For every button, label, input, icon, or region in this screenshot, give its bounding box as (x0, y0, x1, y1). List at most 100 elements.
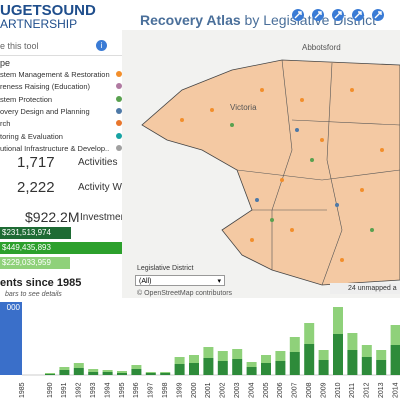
legend-label: toring & Evaluation (0, 131, 63, 141)
x-tick-label: 2011 (349, 383, 356, 398)
land (122, 30, 400, 298)
bar-segment (102, 370, 113, 372)
bar-segment (347, 333, 358, 350)
x-tick-label: 2013 (378, 382, 385, 398)
bar-segment (376, 360, 387, 375)
x-tick-label: 2007 (292, 382, 299, 398)
unmapped-indicator[interactable]: 24 unmapped a (330, 283, 400, 294)
investment-label: $231,513,974 (2, 228, 51, 237)
bar-segment (318, 350, 329, 360)
bar-segment (160, 372, 171, 373)
bar-segment (333, 334, 343, 375)
stat-label: Activity Worksites (78, 182, 157, 193)
legend-title: pe (0, 58, 11, 68)
bar-segment (189, 355, 199, 363)
legend-label: stem Management & Restoration (0, 70, 110, 79)
chart-title: ents since 1985 (0, 277, 82, 289)
bar-segment (376, 350, 387, 360)
x-tick-label: 1996 (133, 382, 140, 398)
bar-segment (390, 345, 400, 375)
bar-segment (131, 365, 142, 369)
stat-label: Activities (78, 157, 118, 168)
x-tick-label: 2000 (191, 382, 198, 398)
x-tick-label: 2003 (234, 382, 241, 398)
place-label: Abbotsford (302, 43, 341, 52)
legend-swatch (116, 144, 122, 151)
bar-segment (333, 307, 343, 334)
help-text: e this tool (0, 41, 39, 51)
dropdown-arrow: ▾ (217, 278, 221, 285)
x-tick-label: 1997 (148, 382, 155, 398)
bar-segment (289, 337, 300, 352)
x-tick-label: 1998 (162, 382, 169, 398)
place-label: Victoria (230, 103, 257, 112)
legend-label: overy Design and Planning (0, 106, 90, 116)
bar-segment (203, 358, 214, 375)
stat-label: Investments (80, 212, 134, 223)
divider (0, 55, 122, 56)
info-icon[interactable]: i (96, 40, 107, 51)
bar-segment (232, 349, 243, 359)
x-tick-label: 2010 (335, 382, 342, 398)
bar-segment (361, 345, 372, 357)
bar-segment (304, 323, 315, 344)
bar-segment (45, 373, 55, 374)
bar-segment (174, 364, 185, 375)
bar-segment (217, 361, 228, 375)
bar-segment (347, 350, 358, 375)
bar-segment (318, 360, 329, 375)
x-tick-label: 1993 (90, 382, 97, 398)
bar-segment (117, 373, 127, 375)
legend-swatch (116, 132, 122, 139)
bar-segment (261, 363, 271, 375)
investment-bar (0, 242, 138, 254)
legend-label: reness Raising (Education) (0, 82, 91, 92)
legend-label: rch (0, 119, 11, 129)
investment-bar (0, 227, 72, 239)
legend-swatch (116, 95, 122, 102)
legend-label: stem Protection (0, 94, 53, 104)
bar-segment (217, 351, 228, 361)
bar-segment (232, 359, 243, 375)
x-tick-label: 2005 (263, 382, 270, 398)
bar-segment (261, 355, 271, 363)
bar-segment (145, 373, 156, 375)
axis-highlight (0, 302, 22, 375)
bar-segment (246, 367, 257, 375)
x-tick-label: 2006 (277, 382, 284, 398)
filter-label: Legislative District (137, 265, 194, 272)
legend-swatch (116, 120, 122, 127)
x-tick-label: 2009 (320, 382, 327, 398)
legend-label: utional Infrastructure & Develop.. (0, 143, 110, 153)
bar-segment (160, 373, 171, 375)
attribution: © OpenStreetMap contributors (137, 290, 233, 297)
bar-segment (361, 357, 372, 375)
bar-segment (203, 347, 214, 358)
investment-label: $449,435,893 (2, 243, 51, 252)
bar-segment (246, 362, 257, 367)
bar-segment (45, 374, 55, 375)
filter-dropdown[interactable]: (All) ▾ (135, 275, 225, 286)
bar-segment (102, 372, 113, 375)
bar-segment (289, 352, 300, 375)
map: Abbotsford Victoria (122, 30, 400, 298)
investment-bar (0, 257, 71, 269)
bar-segment (131, 369, 142, 375)
bar-segment (275, 351, 286, 361)
x-tick-label: 1985 (19, 382, 26, 398)
x-tick-label: 2012 (364, 382, 371, 398)
x-tick-label: 1990 (47, 382, 54, 398)
x-tick-label: 1991 (61, 382, 68, 398)
x-tick-label: 2014 (392, 382, 399, 398)
bar-segment (73, 368, 84, 375)
bar-chart: 000 1985 1990 1991 1992 1993 1994 1995 1996 1997… (0, 302, 400, 398)
stat-value: 2,222 (17, 179, 55, 196)
bar-segment (59, 370, 70, 375)
title-main: Recovery Atlas (140, 12, 241, 28)
bar-segment (59, 367, 70, 370)
x-tick-label: 1999 (176, 382, 183, 398)
x-tick-label: 1994 (104, 382, 111, 398)
filter-value: (All) (139, 278, 152, 285)
axis-label: 000 (7, 303, 21, 312)
toolbar (292, 9, 384, 21)
